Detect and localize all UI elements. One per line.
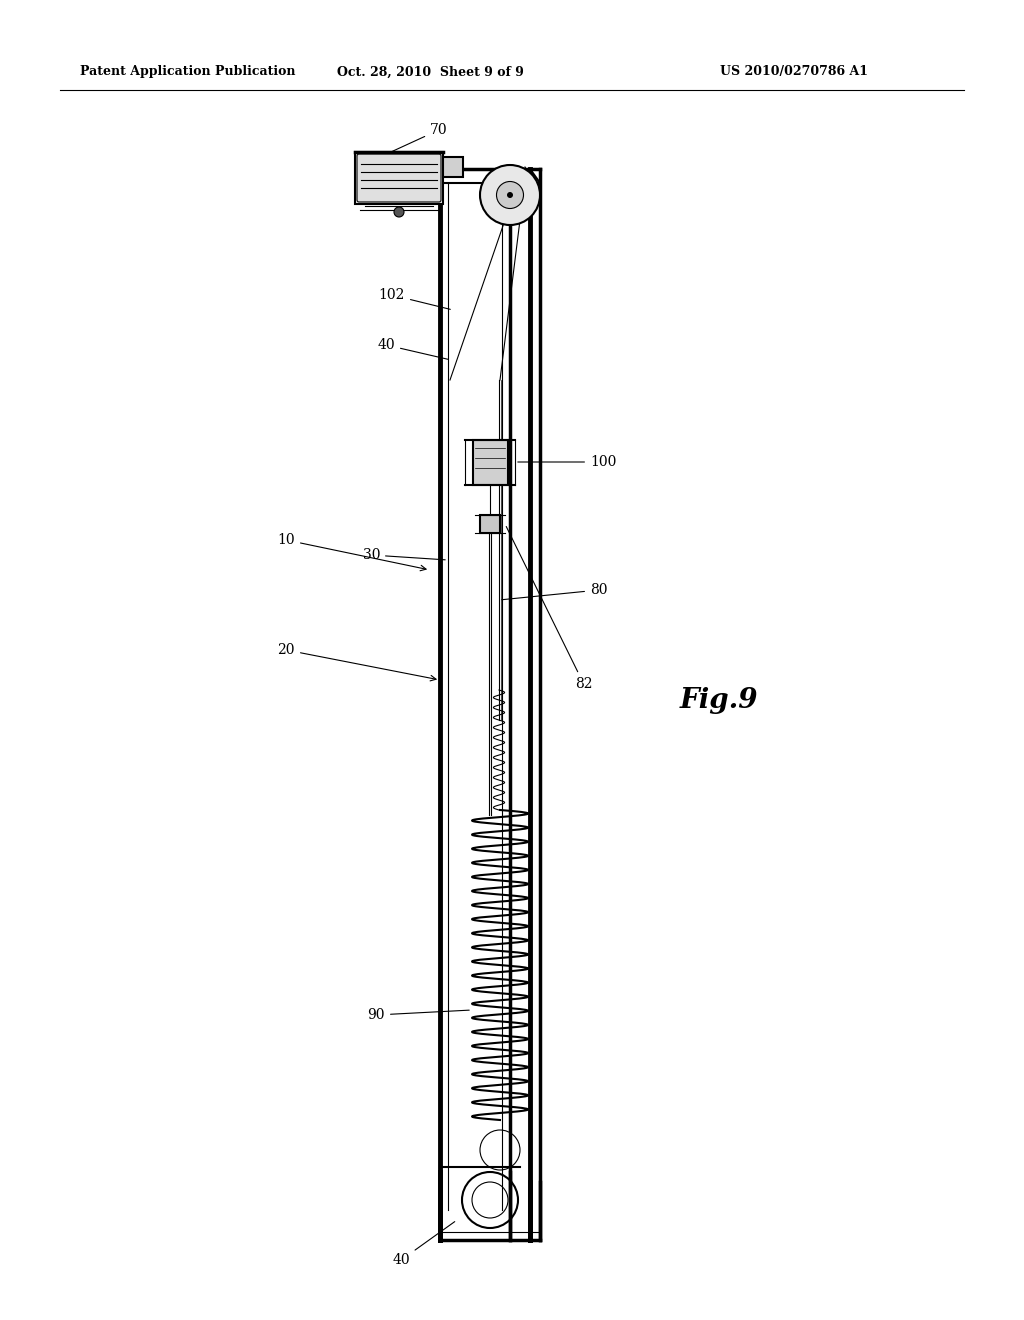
Text: 40: 40 [378, 338, 449, 359]
Text: 100: 100 [518, 455, 616, 469]
Text: 20: 20 [278, 643, 436, 681]
Bar [355, 152, 443, 205]
Circle shape [507, 191, 513, 198]
Text: Oct. 28, 2010  Sheet 9 of 9: Oct. 28, 2010 Sheet 9 of 9 [337, 66, 523, 78]
Text: Patent Application Publication: Patent Application Publication [80, 66, 296, 78]
Circle shape [497, 181, 523, 209]
Circle shape [480, 165, 540, 224]
Bar [473, 440, 508, 484]
Text: 90: 90 [368, 1008, 469, 1022]
Text: Fig.9: Fig.9 [680, 686, 759, 714]
Text: 10: 10 [278, 533, 426, 570]
Text: 80: 80 [502, 583, 607, 599]
Text: US 2010/0270786 A1: US 2010/0270786 A1 [720, 66, 868, 78]
Text: 82: 82 [506, 527, 593, 690]
Bar [443, 157, 463, 177]
FancyBboxPatch shape [357, 154, 441, 202]
Text: 70: 70 [383, 123, 447, 156]
Text: 102: 102 [379, 288, 451, 309]
Circle shape [394, 207, 404, 216]
Text: 30: 30 [362, 548, 445, 562]
Text: 40: 40 [392, 1221, 455, 1267]
Bar [480, 515, 500, 533]
